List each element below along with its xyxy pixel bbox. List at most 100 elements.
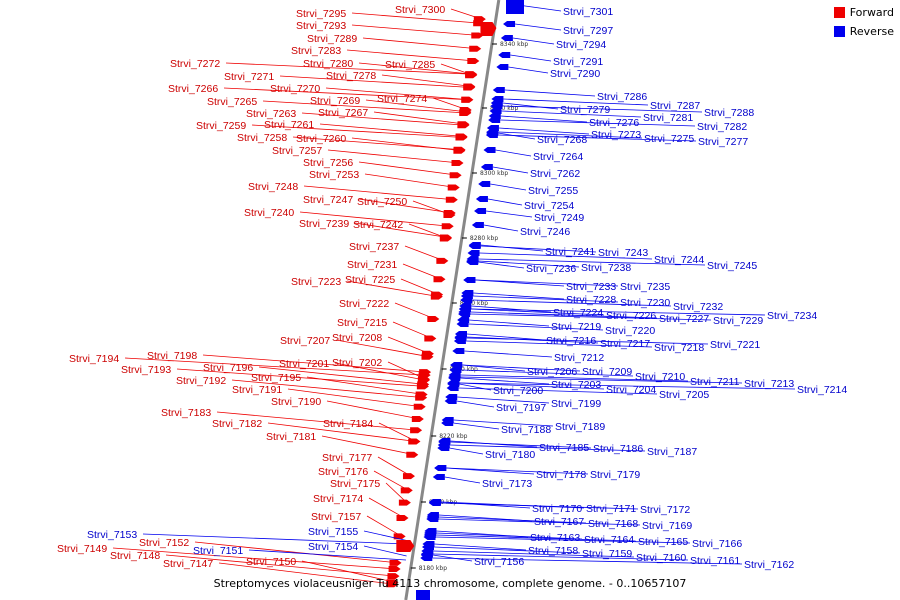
forward-gene-arrow [417,376,430,383]
reverse-gene-label: Strvi_7154 [308,541,358,553]
forward-leader-line [267,422,417,442]
reverse-leader-line [461,369,634,377]
reverse-leader-line [460,374,689,382]
reverse-leader-line [459,382,796,390]
reverse-gene-label: Strvi_7159 [582,548,632,560]
reverse-leader-line [444,476,481,484]
forward-gene-label: Strvi_7300 [395,4,445,16]
forward-leader-line [346,49,476,62]
reverse-leader-line [456,400,495,408]
reverse-leader-line [432,557,743,565]
reverse-gene-label: Strvi_7188 [501,424,551,436]
reverse-gene-arrow [456,321,469,327]
reverse-leader-line [436,532,583,540]
forward-leader-line [112,547,397,570]
forward-gene-label: Strvi_7192 [176,375,226,387]
reverse-gene-label: Strvi_7156 [474,556,524,568]
forward-gene-label: Strvi_7272 [170,58,220,70]
forward-gene-arrow [463,84,476,91]
forward-gene-arrow [467,58,480,64]
reverse-leader-line [500,119,696,127]
forward-leader-line [327,149,460,164]
reverse-gene-label: Strvi_7301 [563,6,613,18]
reverse-leader-line [498,127,590,135]
forward-gene-label: Strvi_7289 [307,33,357,45]
forward-leader-line [351,24,480,36]
forward-leader-line [358,198,452,214]
tick-label: 8220 kbp [439,433,467,440]
reverse-leader-line [510,54,552,62]
reverse-gene-label: Strvi_7234 [767,310,817,322]
reverse-leader-line [435,536,691,544]
reverse-gene-label: Strvi_7249 [534,212,584,224]
forward-leader-line [326,400,420,420]
reverse-gene-arrow [492,87,505,93]
reverse-gene-label: Strvi_7179 [590,469,640,481]
forward-gene-arrow [408,438,421,445]
reverse-gene-label: Strvi_7186 [593,443,643,455]
forward-gene-arrow [410,427,423,434]
forward-gene-arrow [396,514,409,521]
forward-gene-arrow [387,573,400,580]
reverse-leader-line [466,337,709,345]
forward-leader-line [377,456,412,477]
forward-gene-arrow [386,579,399,586]
forward-leader-line [373,470,409,491]
forward-gene-arrow [411,416,424,423]
forward-leader-line [373,111,466,125]
reverse-gene-label: Strvi_7236 [526,263,576,275]
forward-gene-label: Strvi_7278 [326,70,376,82]
reverse-gene-arrow [423,534,436,540]
caption: Streptomyces violaceusniger Tu 4113 chro… [213,577,687,590]
forward-gene-arrow [424,335,437,342]
reverse-gene-label: Strvi_7246 [520,226,570,238]
forward-gene-arrow [455,133,468,140]
reverse-gene-arrow [449,367,462,373]
forward-leader-line [225,62,474,75]
reverse-gene-label: Strvi_7243 [598,247,648,259]
forward-gene-label: Strvi_7265 [207,96,257,108]
reverse-gene-arrow [488,117,501,123]
reverse-gene-label: Strvi_7205 [659,389,709,401]
tick-label: 8240 kbp [450,366,478,373]
forward-gene-arrow [445,196,458,203]
forward-leader-line [378,422,417,442]
legend-forward: Forward [833,6,894,19]
forward-gene-label: Strvi_7148 [110,550,160,562]
forward-gene-arrow [388,565,401,572]
reverse-gene-arrow [503,21,516,27]
forward-gene-arrow [471,32,484,39]
reverse-leader-line [479,252,653,260]
forward-leader-line [335,339,430,358]
reverse-leader-line [462,364,581,372]
forward-leader-line [368,497,405,519]
forward-gene-arrow [453,147,466,154]
reverse-gene-label: Strvi_7230 [620,297,670,309]
reverse-gene-label: Strvi_7282 [697,121,747,133]
reverse-gene-arrow [434,465,447,471]
forward-leader-line [299,211,450,227]
forward-leader-line [366,515,402,537]
forward-gene-label: Strvi_7293 [296,20,346,32]
forward-swatch [833,7,845,18]
reverse-leader-line [508,66,549,74]
reverse-gene-label: Strvi_7277 [698,136,748,148]
forward-gene-label: Strvi_7267 [318,107,368,119]
reverse-leader-line [449,447,484,455]
forward-gene-arrow [461,96,474,103]
forward-gene-arrow [398,499,411,506]
forward-leader-line [362,37,478,50]
reverse-leader-line [500,115,588,123]
reverse-leader-line [469,319,550,327]
reverse-gene-label: Strvi_7297 [563,25,613,37]
reverse-gene-label: Strvi_7290 [550,68,600,80]
forward-gene-label: Strvi_7295 [296,8,346,20]
reverse-leader-line [498,132,536,140]
reverse-gene-arrow [478,181,491,187]
reverse-gene-arrow [450,362,463,368]
forward-gene-label: Strvi_7152 [139,537,189,549]
reverse-leader-line [449,444,646,452]
reverse-leader-line [457,396,550,404]
forward-gene-label: Strvi_7257 [272,145,322,157]
reverse-gene-label: Strvi_7235 [620,281,670,293]
